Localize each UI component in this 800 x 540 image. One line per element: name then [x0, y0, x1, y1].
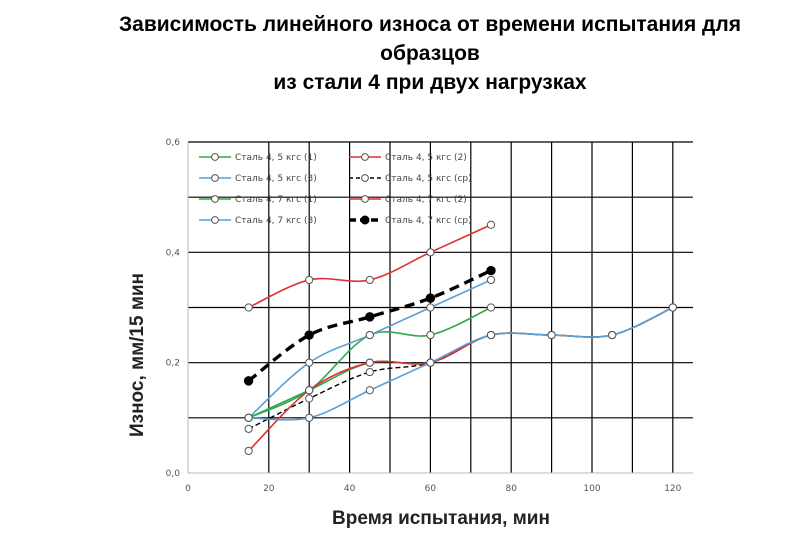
series-line — [248, 279, 492, 419]
data-point — [486, 330, 496, 340]
legend-label: Сталь 4, 7 кгс (1) — [235, 195, 317, 205]
x-tick-label: 80 — [505, 484, 517, 494]
legend-label: Сталь 4, 5 кгс (1) — [235, 153, 317, 163]
x-tick-label: 40 — [344, 484, 356, 494]
x-tick-label: 100 — [583, 484, 600, 494]
x-tick-label: 60 — [425, 484, 437, 494]
y-axis-title: Износ, мм/15 мин — [127, 273, 148, 437]
data-point — [365, 367, 374, 377]
data-point — [365, 330, 374, 340]
legend-swatch-marker — [211, 195, 219, 203]
data-point — [426, 248, 435, 257]
chart-title: Зависимость линейного износа от времени … — [60, 10, 800, 97]
chart-title-line-1: Зависимость линейного износа от времени … — [119, 13, 741, 36]
series-line — [248, 306, 674, 430]
data-point — [305, 275, 314, 285]
legend-label: Сталь 4, 7 кгс (2) — [385, 195, 467, 205]
data-point — [365, 386, 374, 395]
legend-label: Сталь 4, 5 кгс (2) — [385, 153, 467, 163]
legend-item: Сталь 4, 7 кгс (1) — [199, 195, 317, 205]
data-point — [244, 303, 253, 312]
legend-item: Сталь 4, 5 кгс (3) — [199, 174, 317, 184]
chart-title-line-3: из стали 4 при двух нагрузках — [273, 71, 587, 94]
data-point — [244, 424, 253, 433]
legend-swatch-marker — [211, 174, 219, 182]
data-point — [244, 446, 253, 456]
data-point — [425, 293, 436, 303]
data-point — [486, 220, 496, 229]
legend-swatch-marker — [211, 216, 219, 224]
data-point — [426, 330, 435, 340]
series-7 — [244, 303, 677, 422]
data-point — [426, 358, 435, 367]
legend-swatch-marker — [361, 195, 369, 203]
data-point — [243, 376, 254, 386]
data-point — [365, 358, 374, 367]
legend-swatch-marker — [360, 215, 370, 225]
legend: Сталь 4, 5 кгс (1) Сталь 4, 5 кгс (2) Стал… — [199, 153, 472, 226]
data-point — [305, 386, 314, 395]
series-layer — [243, 220, 677, 456]
data-point — [486, 265, 496, 276]
data-point — [304, 330, 314, 340]
data-point — [486, 303, 496, 312]
y-tick-label: 0,2 — [166, 359, 180, 369]
tick-labels: 0 20 40 60 80 100 120 0,0 0,2 0,4 0,6 — [166, 138, 682, 494]
legend-label: Сталь 4, 7 кгс (3) — [235, 216, 317, 226]
legend-item: Сталь 4, 7 кгс (2) — [349, 195, 467, 205]
data-point — [668, 303, 677, 312]
series-line — [248, 224, 492, 309]
data-point — [608, 330, 617, 340]
legend-item: Сталь 4, 5 кгс (1) — [199, 153, 317, 163]
legend-item: Сталь 4, 7 кгс (3) — [199, 216, 317, 226]
data-point — [305, 394, 314, 403]
legend-label: Сталь 4, 5 кгс (ср) — [385, 174, 472, 184]
series-line — [248, 306, 674, 452]
data-point — [244, 413, 253, 422]
legend-item: Сталь 4, 5 кгс (ср) — [349, 174, 472, 184]
data-point — [305, 413, 314, 422]
data-point — [365, 312, 375, 322]
data-point — [547, 330, 556, 340]
series-8 — [243, 265, 496, 386]
grid — [187, 141, 693, 474]
legend-item: Сталь 4, 5 кгс (2) — [349, 153, 467, 163]
legend-label: Сталь 4, 7 кгс (ср) — [385, 216, 472, 226]
y-tick-label: 0,6 — [166, 138, 181, 148]
x-axis-title: Время испытания, мин — [332, 508, 550, 529]
legend-label: Сталь 4, 5 кгс (3) — [235, 174, 317, 184]
x-tick-label: 20 — [263, 484, 275, 494]
chart-title-line-2: образцов — [380, 42, 480, 65]
legend-swatch-marker — [361, 174, 369, 182]
x-tick-label: 0 — [185, 484, 191, 494]
legend-swatch-marker — [211, 153, 219, 161]
y-tick-label: 0,4 — [166, 248, 181, 258]
series-2 — [244, 220, 496, 312]
data-point — [305, 358, 314, 367]
series-3 — [244, 275, 496, 422]
y-tick-label: 0,0 — [166, 469, 181, 479]
series-line — [247, 268, 492, 383]
x-tick-label: 120 — [664, 484, 681, 494]
data-point — [365, 275, 374, 285]
legend-swatch-marker — [361, 153, 369, 161]
data-point — [486, 275, 496, 285]
legend-item: Сталь 4, 7 кгс (ср) — [349, 215, 472, 226]
data-point — [426, 303, 435, 312]
